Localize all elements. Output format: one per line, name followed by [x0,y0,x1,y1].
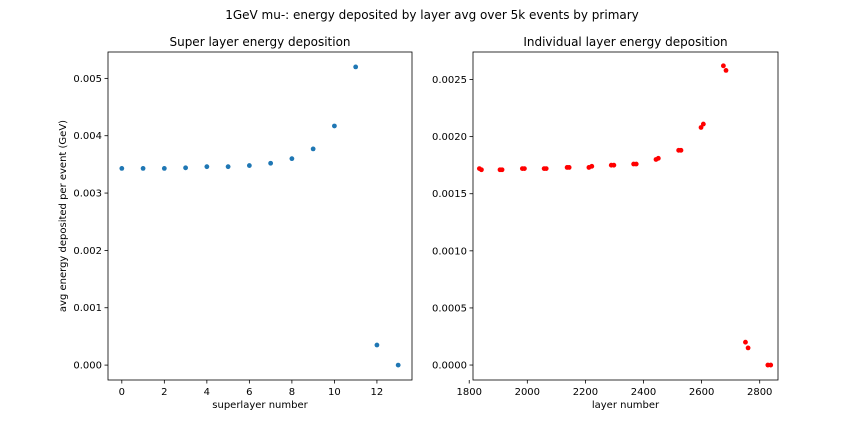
superlayer-data-point [353,64,359,70]
superlayer-data-point [183,165,188,171]
superlayer-data-point [268,160,274,166]
superlayer-data-point [161,166,167,171]
superlayer-x-tick-label: 2 [161,387,167,398]
superlayer-x-tick-label: 8 [289,387,295,398]
superlayer-data-point [204,164,210,170]
superlayer-data-point [289,156,295,162]
layer-data-point [655,155,661,161]
layer-y-tick-label: 0.0010 [432,246,467,257]
layer-data-point [633,161,639,167]
layer-x-tick-label: 2200 [573,387,598,398]
superlayer-data-point [374,342,380,348]
layer-data-point [678,147,684,153]
layer-x-tick-label: 2600 [689,387,714,398]
layer-data-point [698,125,704,130]
layer-data-point [768,362,774,368]
superlayer-ticks: 0 2 4 6 8 10 12 0.000 0.001 0.002 0.003 0.004 0.005 [73,74,383,398]
superlayer-data-point [332,123,337,129]
layer-data-point [723,67,729,73]
superlayer-data-point [225,164,231,170]
figure-suptitle: 1GeV mu-: energy deposited by layer avg … [225,8,639,22]
layer-x-tick-label: 2000 [515,387,540,398]
layer-data-point [611,162,617,168]
superlayer-plot-area [108,52,412,380]
layer-data-point [522,166,527,172]
superlayer-x-tick-label: 10 [328,387,341,398]
superlayer-y-axis-label: avg energy deposited per event (GeV) [58,120,69,312]
layer-axes-frame [472,51,779,381]
layer-data-point [700,121,706,127]
superlayer-data-point [395,362,401,368]
layer-x-tick-label: 2400 [631,387,656,398]
layer-data-point [566,165,572,170]
layer-ticks: 1800 2000 2200 2400 2600 2800 0.0000 0.0005 0.00… [432,75,772,398]
superlayer-chart: Super layer energy deposition superlayer… [58,35,413,411]
layer-y-tick-label: 0.0020 [432,132,467,143]
layer-plot-area [473,52,778,380]
layer-y-tick-label: 0.0025 [432,75,467,86]
superlayer-data-point [310,146,316,152]
superlayer-y-tick-label: 0.003 [73,189,102,200]
superlayer-y-tick-label: 0.002 [73,246,102,257]
layer-x-tick-label: 1800 [456,387,481,398]
superlayer-x-tick-label: 12 [371,387,384,398]
superlayer-x-axis-label: superlayer number [212,400,308,411]
layer-data-point [720,63,726,69]
layer-x-tick-label: 2800 [747,387,772,398]
superlayer-points [119,64,401,368]
layer-y-tick-label: 0.0005 [432,303,467,314]
superlayer-y-tick-label: 0.001 [73,303,102,314]
layer-points [476,63,774,368]
superlayer-x-tick-label: 6 [246,387,252,398]
layer-data-point [479,167,484,173]
superlayer-data-point [119,166,125,171]
layer-data-point [743,339,748,345]
superlayer-data-point [246,163,252,168]
superlayer-x-tick-label: 4 [204,387,210,398]
superlayer-x-tick-label: 0 [119,387,125,398]
superlayer-y-tick-label: 0.004 [73,131,102,142]
superlayer-axes-frame [107,51,413,381]
layer-data-point [543,166,549,172]
layer-y-tick-label: 0.0015 [432,189,467,200]
layer-data-point [589,163,595,169]
superlayer-chart-title: Super layer energy deposition [169,35,350,49]
layer-y-tick-label: 0.0000 [432,361,467,372]
layer-data-point [745,345,751,351]
layer-chart: Individual layer energy deposition layer… [432,35,779,411]
layer-data-point [499,167,505,173]
superlayer-y-tick-label: 0.005 [73,74,102,85]
layer-chart-title: Individual layer energy deposition [523,35,727,49]
layer-x-axis-label: layer number [592,400,660,411]
superlayer-data-point [140,166,146,171]
superlayer-y-tick-label: 0.000 [73,361,102,372]
